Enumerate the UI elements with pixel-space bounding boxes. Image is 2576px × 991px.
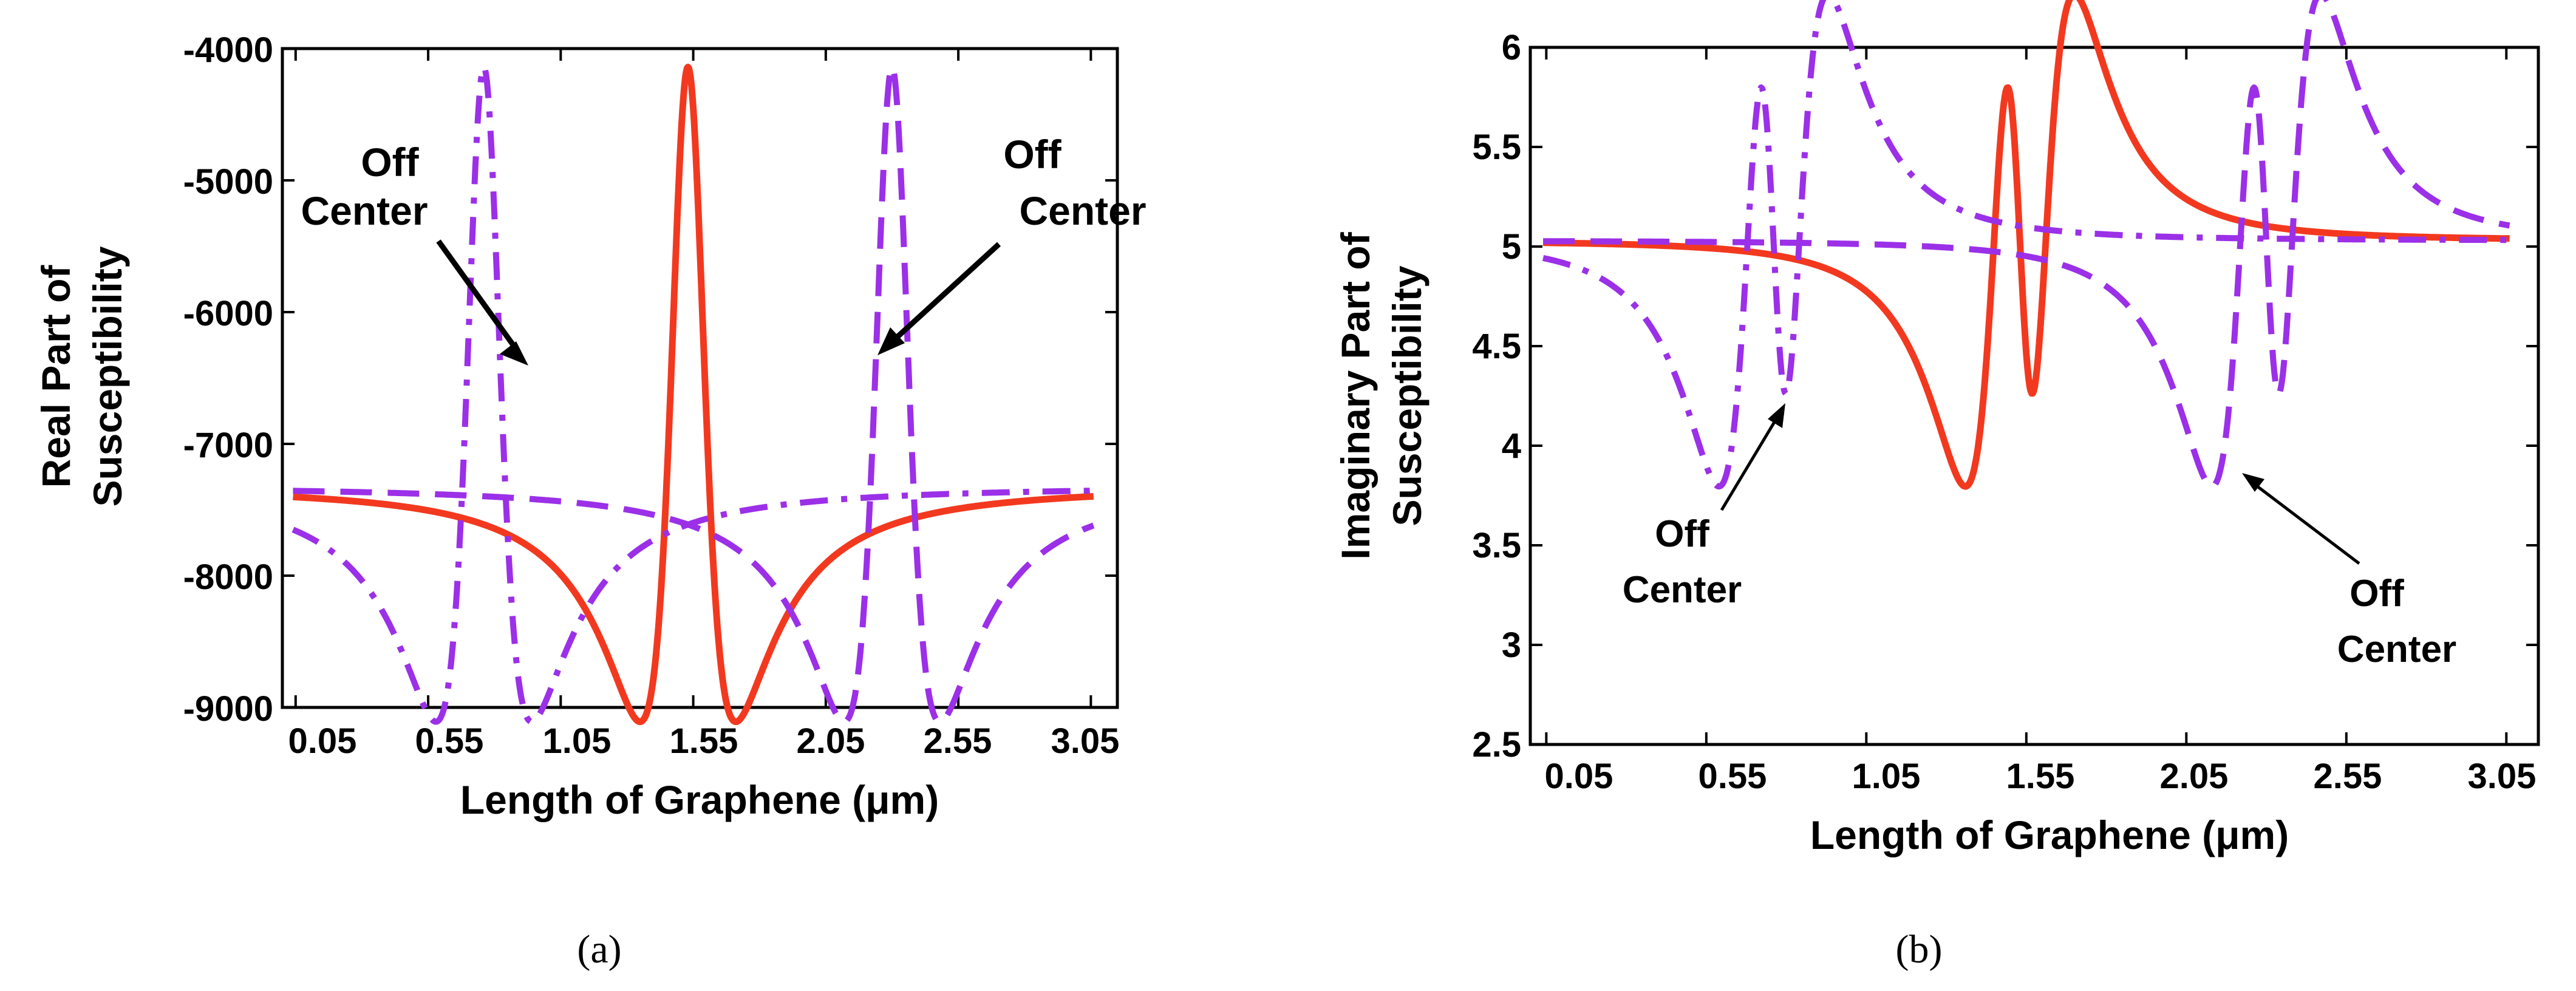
b-annotation-right-line2: Center (2337, 628, 2456, 670)
a-annotation-left-line1: Off (361, 140, 419, 185)
a-annotation-right-line2: Center (1019, 188, 1146, 233)
b-series-off-center-left (1541, 0, 2512, 490)
a-ytick-label: -4000 (183, 30, 273, 70)
a-xtick-label: 0.55 (415, 721, 484, 761)
panel-b-y-axis-title-line2: Susceptibility (1385, 265, 1429, 526)
a-ytick-label: -9000 (183, 689, 273, 729)
panel-b-x-tick-labels: 0.05 0.55 1.05 1.55 2.05 2.55 3.05 (1545, 757, 2537, 796)
a-arrow-left (436, 239, 528, 366)
panel-a-y-axis-title-line2: Susceptibility (85, 246, 130, 506)
a-xtick-label: 1.05 (543, 721, 612, 761)
a-series-off-center-left (290, 64, 1096, 725)
a-xtick-label: 3.05 (1051, 721, 1120, 761)
a-series-off-center-right (290, 64, 1096, 725)
panel-b-label: (b) (1896, 927, 1943, 972)
a-xtick-label: 2.55 (924, 721, 992, 761)
a-annotation-left-line2: Center (301, 188, 428, 233)
panel-a-series (290, 63, 1096, 726)
a-ytick-label: -7000 (183, 426, 273, 465)
b-xtick-label: 3.05 (2468, 757, 2537, 796)
b-ytick-label: 3.5 (1472, 526, 1521, 565)
b-arrow-left (1720, 403, 1785, 511)
b-xtick-label: 2.55 (2314, 757, 2382, 796)
panel-a: -9000 -8000 -7000 -6000 -5000 -4000 0.05… (33, 30, 1147, 972)
panel-a-ticks (282, 47, 1117, 709)
b-arrow-right (2242, 473, 2360, 565)
panel-b-series (1541, 0, 2512, 490)
b-ytick-label: 4 (1502, 426, 1521, 466)
b-ytick-label: 5 (1502, 227, 1521, 267)
b-annotation-left-line2: Center (1623, 569, 1742, 611)
panel-b-ticks (1530, 46, 2538, 746)
a-annotation-right-line1: Off (1003, 132, 1061, 177)
b-ytick-label: 3 (1502, 625, 1521, 665)
b-series-center (1541, 0, 2512, 490)
b-xtick-label: 1.05 (1852, 757, 1921, 796)
a-ytick-label: -6000 (183, 294, 273, 333)
panel-a-y-axis-title-line1: Real Part of (33, 265, 78, 488)
b-annotation-left-line1: Off (1655, 513, 1709, 555)
b-ytick-label: 2.5 (1472, 725, 1521, 765)
a-xtick-label: 0.05 (288, 721, 357, 761)
panel-a-y-tick-labels: -9000 -8000 -7000 -6000 -5000 -4000 (183, 30, 273, 729)
b-ytick-label: 5.5 (1472, 128, 1521, 167)
panel-a-label: (a) (577, 927, 621, 972)
a-ytick-label: -5000 (183, 162, 273, 202)
panel-b-y-tick-labels: 2.5 3 3.5 4 4.5 5 5.5 6 (1472, 28, 1521, 765)
panel-a-x-axis-title: Length of Graphene (μm) (460, 777, 939, 822)
panel-b: 2.5 3 3.5 4 4.5 5 5.5 6 0.05 0.55 1.05 1… (1333, 0, 2540, 972)
b-series-off-center-right (1541, 0, 2512, 490)
panel-b-x-axis-title: Length of Graphene (μm) (1810, 812, 2289, 857)
a-arrow-right (877, 242, 1001, 355)
b-xtick-label: 0.55 (1699, 757, 1767, 796)
b-ytick-label: 6 (1502, 28, 1521, 67)
b-xtick-label: 1.55 (2006, 757, 2075, 796)
b-ytick-label: 4.5 (1472, 327, 1521, 366)
a-xtick-label: 1.55 (670, 721, 738, 761)
panel-b-y-axis-title-line1: Imaginary Part of (1333, 231, 1378, 559)
a-xtick-label: 2.05 (797, 721, 865, 761)
panel-a-plot-frame (281, 47, 1119, 709)
panel-a-x-tick-labels: 0.05 0.55 1.05 1.55 2.05 2.55 3.05 (288, 721, 1120, 761)
a-series-center (290, 63, 1096, 726)
b-xtick-label: 0.05 (1545, 757, 1613, 796)
a-ytick-label: -8000 (183, 557, 273, 597)
b-annotation-right-line1: Off (2349, 573, 2404, 615)
panel-b-plot-frame (1528, 46, 2540, 746)
b-xtick-label: 2.05 (2160, 757, 2229, 796)
